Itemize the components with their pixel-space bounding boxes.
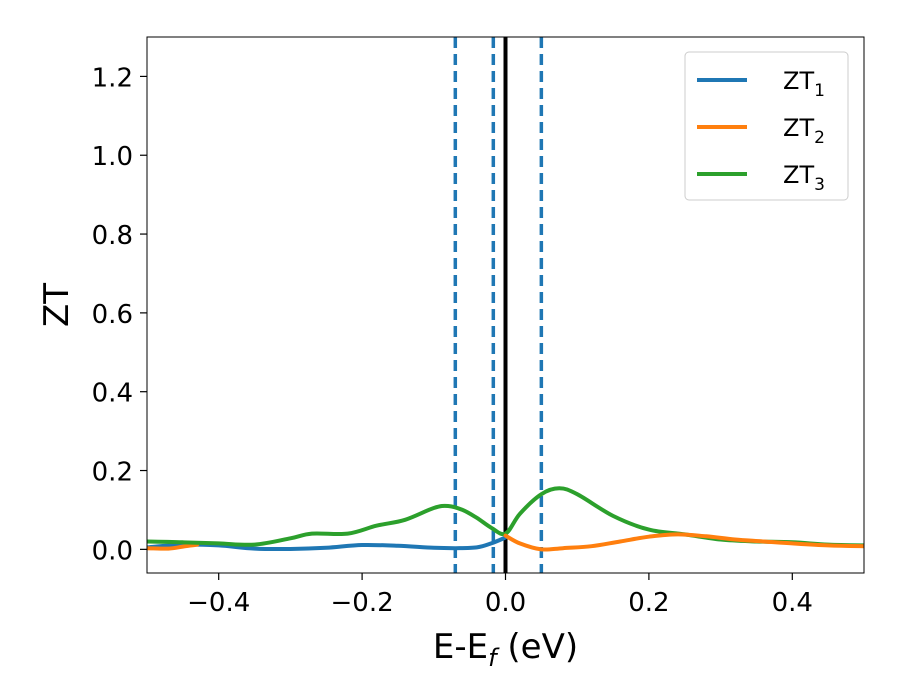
legend-label-zt2: ZT2: [783, 114, 825, 148]
x-tick-label: −0.4: [187, 588, 250, 618]
y-tick-label: 0.4: [92, 379, 133, 409]
x-axis-label-unit: (eV): [497, 627, 579, 667]
y-tick-label: 0.0: [92, 536, 133, 566]
series-line-zt2: [147, 542, 200, 551]
x-axis-label-main: E-E: [433, 627, 488, 667]
legend-label-zt3: ZT3: [783, 161, 825, 195]
legend-box: [684, 51, 849, 201]
y-tick-label: 1.0: [92, 142, 133, 172]
x-tick-label: −0.2: [331, 588, 394, 618]
x-axis-ticks: −0.4 −0.2 0.0 0.2 0.4: [187, 573, 813, 618]
series-lines: [147, 486, 864, 552]
y-tick-label: 1.2: [92, 63, 133, 93]
series-line-zt2-tail: [503, 532, 864, 552]
vertical-reference-lines: [453, 37, 544, 573]
y-tick-label: 0.2: [92, 458, 133, 488]
y-axis-ticks: 0.0 0.2 0.4 0.6 0.8 1.0 1.2: [92, 63, 147, 566]
y-tick-label: 0.8: [92, 221, 133, 251]
y-axis-label: ZT: [37, 283, 77, 327]
x-tick-label: 0.2: [628, 588, 669, 618]
legend: ZT1 ZT2 ZT3: [684, 51, 849, 201]
x-tick-label: 0.0: [485, 588, 526, 618]
x-axis-label: E-Ef (eV): [433, 627, 578, 672]
legend-label-zt1: ZT1: [783, 67, 825, 101]
x-tick-label: 0.4: [772, 588, 813, 618]
y-tick-label: 0.6: [92, 300, 133, 330]
